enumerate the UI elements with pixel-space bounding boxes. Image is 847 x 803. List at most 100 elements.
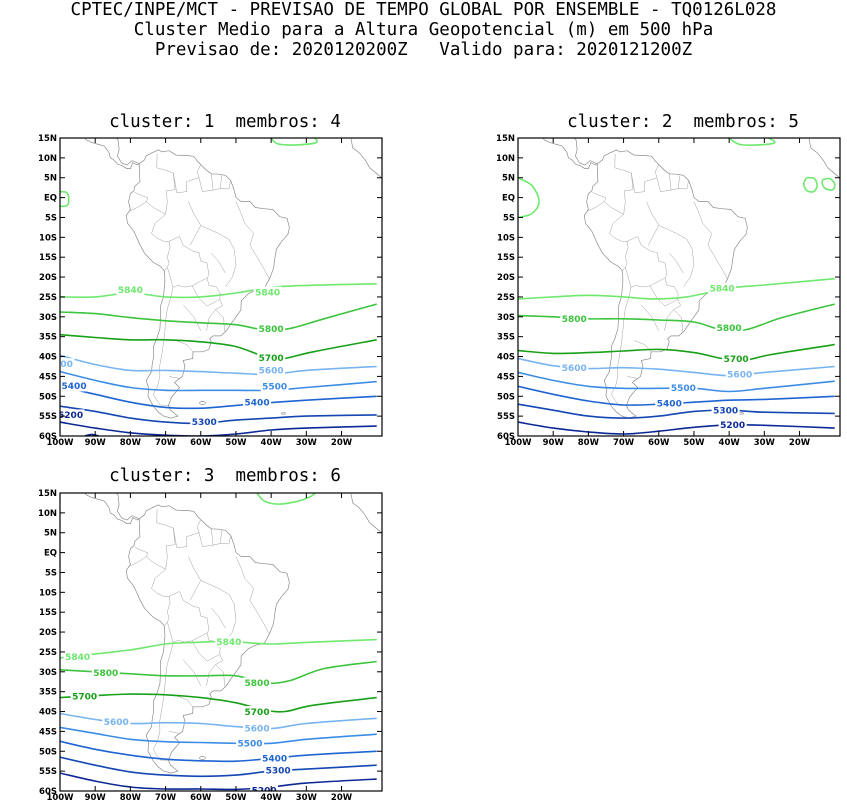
- country-border: [176, 695, 194, 708]
- contour-closed-fragment: [270, 138, 318, 146]
- contour-label: 5500: [671, 384, 696, 394]
- lon-label: 90W: [85, 438, 107, 448]
- lat-label: 35S: [39, 688, 57, 698]
- country-border: [673, 309, 683, 332]
- country-border: [604, 153, 634, 215]
- lat-label: 60S: [497, 432, 515, 442]
- south-georgia-island: [281, 412, 286, 415]
- country-border: [678, 180, 689, 190]
- contour-label-bg: [257, 352, 286, 364]
- contour-label: 5600: [104, 718, 129, 728]
- lon-label: 20W: [789, 438, 811, 448]
- lon-label: 80W: [120, 793, 142, 803]
- contour-label: 5600: [259, 367, 284, 377]
- contour-label: 5400: [657, 399, 682, 409]
- lat-label: 35S: [39, 333, 57, 343]
- lat-label: 25S: [497, 293, 515, 303]
- contour-label: 5800: [245, 679, 270, 689]
- contour-label: 5400: [62, 382, 87, 392]
- country-border: [588, 192, 607, 211]
- country-border: [627, 376, 638, 379]
- country-border: [130, 192, 149, 211]
- country-border: [646, 201, 660, 246]
- lat-label: 15N: [38, 134, 57, 144]
- country-border: [211, 608, 226, 629]
- lat-label: 40S: [497, 353, 515, 363]
- country-border: [198, 528, 214, 547]
- lat-label: 15S: [39, 608, 57, 618]
- country-border: [188, 556, 202, 601]
- contour-label-bg: [243, 706, 272, 718]
- lon-label: 90W: [543, 438, 565, 448]
- lon-label: 50W: [683, 438, 705, 448]
- lat-label: 10S: [497, 233, 515, 243]
- country-border: [146, 508, 176, 570]
- chart-title-line3: Previsao de: 2020120200Z Valido para: 20…: [154, 40, 693, 60]
- contour-label-bg: [669, 382, 698, 394]
- country-border: [641, 304, 660, 331]
- chart-title-line1: CPTEC/INPE/MCT - PREVISAO DE TEMPO GLOBA…: [70, 0, 777, 20]
- lat-label: 15S: [39, 253, 57, 263]
- country-border: [167, 236, 210, 288]
- country-border: [656, 173, 672, 192]
- country-border: [206, 654, 223, 686]
- lon-label: 60W: [190, 793, 212, 803]
- contour-5500: [518, 371, 835, 393]
- lat-label: 50S: [497, 392, 515, 402]
- country-border: [176, 340, 194, 353]
- contour-label: 5600: [727, 370, 752, 380]
- contour-5700: [518, 343, 835, 362]
- africa-coastline: [808, 138, 840, 179]
- map-panel-cluster-2: 5840 5800 5800 5700 5600 5600 5500 5400 5300 5200…: [496, 134, 841, 448]
- country-border: [200, 580, 237, 643]
- contour-label-bg: [253, 286, 282, 298]
- lon-label: 30W: [754, 438, 776, 448]
- central-america-pacific-coastline: [542, 138, 598, 169]
- country-border: [631, 164, 660, 194]
- lat-label: 5S: [503, 213, 515, 223]
- central-america-pacific-coastline: [84, 493, 140, 524]
- map-area: 5840 5800 5800 5700 5600 5600 5500 5400 5300 5200: [518, 138, 840, 436]
- contour-label: 5700: [245, 708, 270, 718]
- africa-coastline: [350, 138, 382, 179]
- country-border: [235, 201, 270, 280]
- lat-label: 10S: [39, 233, 57, 243]
- contour-label: 5800: [259, 325, 284, 335]
- contour-label-bg: [243, 396, 272, 408]
- lat-label: EQ: [44, 549, 57, 559]
- lat-label: 10S: [39, 588, 57, 598]
- contour-label: 5800: [717, 324, 742, 334]
- country-border: [215, 664, 225, 687]
- lat-label: 15N: [496, 134, 515, 144]
- contour-closed-fragment: [728, 138, 776, 146]
- contour-label-bg: [655, 397, 684, 409]
- panel-2-title: cluster: 2 membros: 5: [567, 112, 799, 132]
- country-border: [169, 731, 180, 734]
- contour-label: 5200: [252, 787, 277, 797]
- map-panel-cluster-1: 5840 5840 5800 5700 5600 600 5500 5400 5400 5300 5…: [38, 134, 383, 448]
- contour-closed-fragment: [821, 177, 836, 191]
- lat-label: 10N: [38, 509, 57, 519]
- country-border: [167, 591, 210, 643]
- lat-label: 55S: [497, 412, 515, 422]
- country-border: [173, 164, 202, 194]
- lat-label: 10N: [496, 154, 515, 164]
- contour-5800: [60, 303, 377, 332]
- contour-label: 5840: [710, 284, 735, 294]
- country-border: [609, 214, 629, 271]
- contour-closed-fragment: [60, 190, 70, 208]
- country-border: [183, 304, 202, 331]
- lat-label: 50S: [39, 392, 57, 402]
- contour-label-bg: [214, 636, 243, 648]
- lat-label: 20S: [497, 273, 515, 283]
- contour-label: 5300: [266, 767, 291, 777]
- central-america-coastline: [573, 138, 598, 166]
- lon-label: 100W: [504, 438, 532, 448]
- central-america-pacific-coastline: [84, 138, 140, 169]
- contour-label: 5200: [58, 411, 83, 421]
- central-america-coastline: [115, 138, 140, 166]
- lon-label: 40W: [719, 438, 741, 448]
- contour-closed-fragment: [256, 493, 316, 505]
- lat-label: 5N: [44, 529, 57, 539]
- lon-label: 40W: [261, 438, 283, 448]
